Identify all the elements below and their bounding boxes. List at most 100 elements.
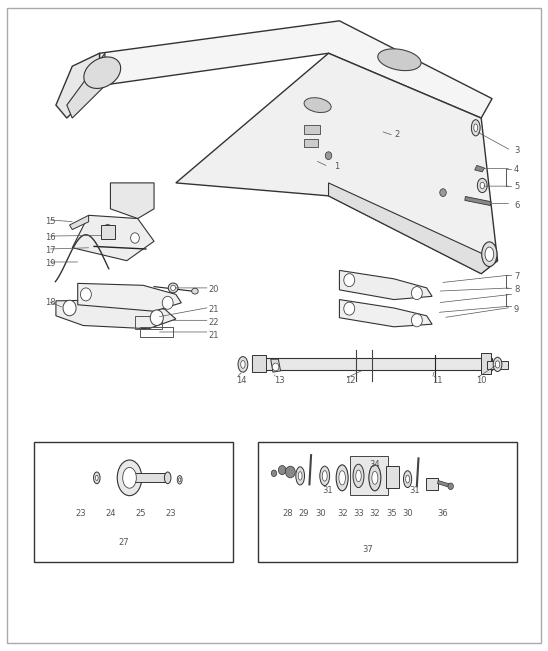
Circle shape: [271, 470, 277, 477]
Text: 36: 36: [438, 509, 448, 518]
Ellipse shape: [480, 182, 484, 189]
Text: 29: 29: [299, 509, 309, 518]
Text: 34: 34: [369, 460, 380, 469]
Text: 18: 18: [45, 298, 56, 307]
Text: 14: 14: [236, 376, 247, 385]
Ellipse shape: [192, 288, 198, 294]
Text: 8: 8: [514, 285, 520, 294]
Text: 23: 23: [75, 509, 85, 518]
Circle shape: [63, 300, 76, 316]
Circle shape: [412, 314, 423, 327]
FancyBboxPatch shape: [304, 139, 318, 147]
Text: 15: 15: [45, 217, 55, 227]
Polygon shape: [475, 165, 484, 172]
Ellipse shape: [471, 120, 480, 136]
Polygon shape: [339, 299, 432, 327]
Ellipse shape: [369, 465, 381, 491]
Text: 11: 11: [432, 376, 443, 385]
Polygon shape: [465, 197, 491, 206]
Text: 32: 32: [337, 509, 347, 518]
Polygon shape: [70, 215, 89, 230]
Circle shape: [448, 483, 453, 490]
Ellipse shape: [320, 466, 329, 486]
Polygon shape: [78, 283, 181, 311]
Ellipse shape: [238, 357, 248, 372]
Circle shape: [162, 296, 173, 309]
Ellipse shape: [168, 283, 178, 293]
Text: 7: 7: [514, 272, 520, 281]
Text: 30: 30: [315, 509, 326, 518]
Polygon shape: [339, 270, 432, 299]
Ellipse shape: [477, 178, 487, 193]
Text: 13: 13: [274, 376, 284, 385]
Text: 21: 21: [209, 305, 219, 314]
Polygon shape: [56, 53, 100, 118]
Ellipse shape: [372, 471, 378, 484]
Ellipse shape: [403, 471, 412, 488]
Ellipse shape: [298, 472, 302, 480]
Text: 27: 27: [119, 538, 129, 547]
Ellipse shape: [356, 470, 361, 482]
Ellipse shape: [123, 467, 136, 488]
Polygon shape: [56, 299, 176, 329]
Circle shape: [81, 288, 92, 301]
Text: 19: 19: [45, 259, 55, 268]
Bar: [258, 442, 517, 562]
Text: 37: 37: [362, 545, 373, 553]
FancyBboxPatch shape: [101, 225, 115, 240]
Ellipse shape: [353, 464, 364, 488]
Circle shape: [326, 152, 332, 159]
Text: 23: 23: [165, 509, 176, 518]
Text: 1: 1: [334, 162, 339, 171]
Ellipse shape: [322, 471, 327, 481]
Ellipse shape: [339, 471, 345, 485]
Text: 30: 30: [402, 509, 413, 518]
Text: 31: 31: [409, 486, 420, 495]
Text: 28: 28: [282, 509, 293, 518]
Ellipse shape: [482, 242, 497, 266]
Ellipse shape: [94, 472, 100, 484]
Ellipse shape: [170, 285, 175, 290]
Text: 17: 17: [45, 247, 56, 255]
Ellipse shape: [117, 460, 142, 495]
Polygon shape: [72, 215, 154, 260]
Ellipse shape: [304, 98, 331, 113]
Circle shape: [104, 225, 112, 235]
Ellipse shape: [241, 361, 245, 368]
Ellipse shape: [95, 475, 98, 480]
Text: 21: 21: [209, 331, 219, 340]
Circle shape: [344, 302, 355, 315]
Text: 3: 3: [514, 146, 520, 155]
FancyBboxPatch shape: [252, 355, 266, 372]
Ellipse shape: [296, 467, 305, 485]
Circle shape: [150, 310, 163, 326]
Polygon shape: [100, 21, 492, 118]
Ellipse shape: [336, 465, 348, 491]
FancyBboxPatch shape: [481, 353, 491, 374]
Polygon shape: [67, 53, 105, 118]
Polygon shape: [111, 183, 154, 219]
Polygon shape: [437, 480, 450, 488]
Ellipse shape: [84, 57, 121, 89]
Ellipse shape: [164, 472, 171, 484]
FancyBboxPatch shape: [386, 465, 399, 488]
Text: 20: 20: [209, 285, 219, 294]
Text: 6: 6: [514, 201, 520, 210]
FancyBboxPatch shape: [487, 361, 509, 369]
Circle shape: [278, 465, 286, 475]
FancyBboxPatch shape: [426, 478, 438, 490]
Text: 31: 31: [322, 486, 333, 495]
Ellipse shape: [474, 124, 478, 132]
Text: 16: 16: [45, 234, 56, 242]
Circle shape: [344, 273, 355, 286]
Text: 10: 10: [476, 376, 486, 385]
Ellipse shape: [493, 357, 502, 372]
Text: 22: 22: [209, 318, 219, 327]
Bar: [34, 442, 233, 562]
Ellipse shape: [495, 361, 500, 368]
Text: 12: 12: [345, 376, 356, 385]
Text: 2: 2: [394, 130, 399, 139]
Ellipse shape: [406, 475, 409, 483]
Ellipse shape: [485, 247, 494, 261]
Polygon shape: [271, 359, 281, 372]
